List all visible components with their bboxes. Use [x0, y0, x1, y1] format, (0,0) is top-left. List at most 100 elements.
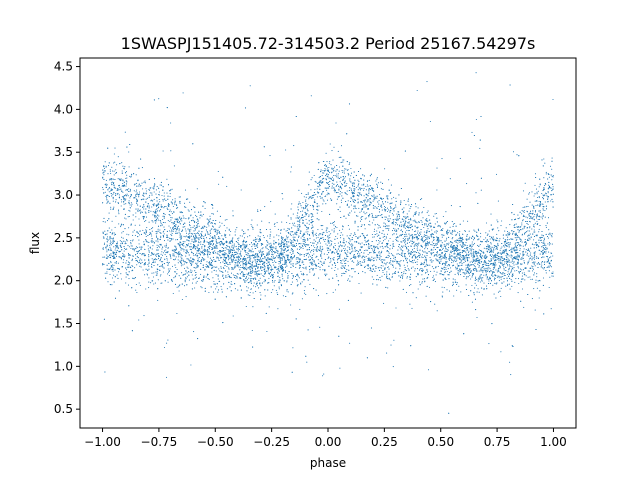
scatter-point [317, 295, 320, 297]
scatter-point [183, 273, 185, 275]
scatter-point [349, 240, 351, 242]
scatter-point [197, 221, 199, 223]
scatter-point [472, 254, 474, 256]
scatter-point [177, 206, 179, 208]
scatter-point [416, 268, 419, 270]
scatter-point [469, 248, 471, 250]
scatter-point [361, 255, 363, 257]
scatter-point [243, 258, 245, 261]
scatter-point [212, 244, 214, 246]
scatter-point [346, 269, 348, 271]
scatter-point [130, 239, 132, 242]
scatter-point [309, 262, 311, 264]
scatter-point [373, 246, 375, 248]
scatter-point [216, 266, 218, 268]
scatter-point [228, 249, 230, 251]
scatter-point [286, 229, 288, 232]
scatter-point [473, 260, 475, 263]
scatter-point [206, 250, 208, 252]
scatter-point [215, 240, 217, 242]
scatter-point [109, 170, 111, 172]
scatter-point [310, 213, 312, 215]
scatter-point [542, 190, 544, 192]
scatter-point [151, 206, 153, 208]
scatter-point [296, 248, 298, 250]
scatter-point [298, 220, 300, 222]
scatter-point [417, 230, 419, 232]
scatter-point [517, 260, 520, 262]
scatter-point [533, 195, 535, 197]
scatter-point [359, 253, 361, 255]
scatter-point [398, 246, 400, 248]
scatter-point [241, 235, 243, 237]
scatter-point [346, 183, 348, 185]
scatter-point [319, 248, 321, 250]
scatter-point [461, 264, 463, 266]
scatter-point [532, 268, 535, 270]
scatter-point [328, 234, 330, 236]
scatter-point [488, 264, 490, 266]
scatter-point [160, 223, 162, 225]
scatter-point [475, 72, 477, 74]
scatter-point [357, 255, 360, 257]
scatter-point [130, 176, 132, 178]
scatter-point [137, 262, 139, 264]
scatter-point [385, 263, 387, 265]
scatter-point [353, 257, 355, 259]
scatter-point [125, 170, 128, 173]
scatter-point [277, 272, 279, 274]
scatter-point [400, 201, 402, 203]
scatter-point [372, 200, 374, 202]
scatter-point [394, 259, 396, 261]
scatter-point [250, 278, 252, 280]
scatter-point [166, 257, 168, 259]
scatter-point [510, 261, 512, 263]
scatter-point [228, 251, 230, 253]
scatter-point [129, 189, 131, 191]
scatter-point [419, 252, 421, 255]
scatter-point [536, 287, 538, 289]
scatter-point [328, 237, 330, 239]
scatter-point [480, 236, 482, 238]
scatter-point [310, 196, 312, 198]
scatter-point [341, 262, 343, 264]
scatter-point [312, 250, 315, 252]
scatter-point [185, 246, 187, 248]
scatter-point [305, 255, 308, 257]
scatter-point [178, 196, 180, 198]
scatter-point [426, 269, 428, 271]
scatter-point [381, 206, 383, 208]
scatter-point [211, 222, 213, 224]
scatter-point [204, 233, 206, 235]
scatter-point [267, 270, 269, 272]
scatter-point [200, 251, 202, 253]
scatter-point [510, 278, 512, 281]
scatter-point [322, 239, 325, 241]
scatter-point [433, 268, 435, 270]
scatter-point [421, 254, 424, 256]
scatter-point [109, 240, 112, 242]
scatter-point [421, 221, 423, 223]
scatter-point [271, 253, 273, 255]
scatter-point [545, 252, 547, 254]
scatter-point [131, 260, 133, 262]
scatter-point [299, 308, 301, 310]
scatter-point [210, 222, 212, 224]
scatter-point [386, 227, 388, 229]
scatter-point [332, 159, 334, 161]
scatter-point [198, 225, 200, 227]
scatter-point [250, 267, 252, 269]
scatter-point [460, 256, 462, 258]
scatter-point [346, 249, 348, 251]
scatter-point [381, 250, 383, 252]
scatter-point [289, 222, 291, 225]
scatter-point [125, 203, 127, 205]
scatter-point [338, 308, 340, 310]
scatter-point [305, 196, 307, 198]
scatter-point [473, 260, 475, 262]
scatter-point [354, 211, 356, 213]
scatter-point [168, 210, 171, 212]
scatter-point [363, 249, 365, 252]
scatter-point [175, 271, 177, 273]
scatter-point [404, 239, 406, 241]
